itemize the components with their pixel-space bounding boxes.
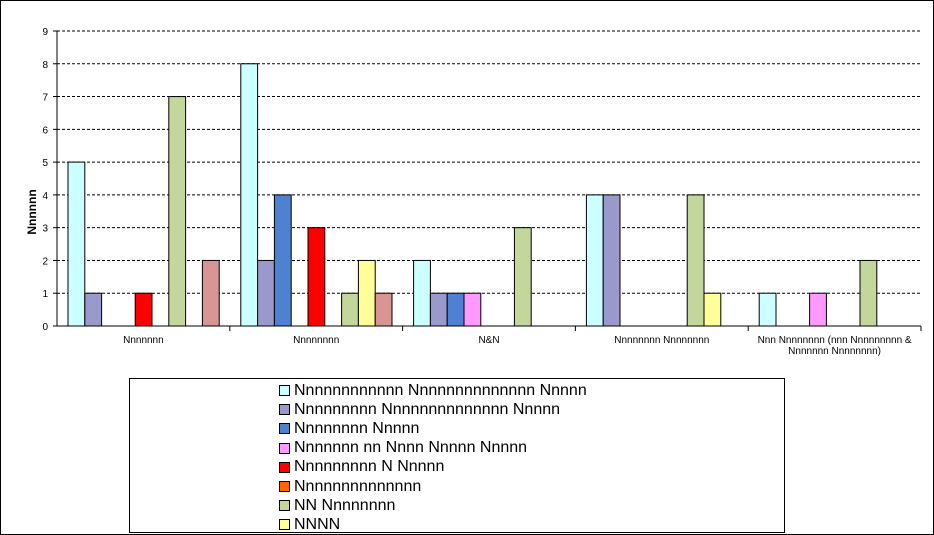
legend-label: Nnnnnnnnn N Nnnnn (294, 458, 445, 476)
legend-item: Nnnnnnn nn Nnnn Nnnnn Nnnnn (279, 439, 527, 458)
y-tick-label: 8 (42, 60, 48, 71)
bar (168, 96, 187, 327)
bar (585, 194, 604, 327)
legend-swatch (279, 423, 290, 435)
legend-label: Nnnnnnnn Nnnnn (294, 419, 420, 437)
bar (84, 292, 103, 327)
y-tick-label: 6 (42, 125, 48, 136)
bar (758, 292, 777, 327)
bar (240, 63, 259, 327)
bar (357, 259, 376, 327)
bar (859, 259, 878, 327)
bar (602, 194, 621, 327)
x-tick-label: N&N (478, 335, 499, 346)
legend-swatch (279, 442, 290, 454)
y-tick-label: 4 (42, 191, 48, 202)
legend-item: Nnnnnnnnnnnnnn (279, 477, 421, 496)
y-axis-label: Nnnnnn (25, 189, 39, 234)
axes (53, 30, 922, 331)
x-tick-label: Nnnnnnn (123, 335, 164, 346)
bar (686, 194, 705, 327)
legend-label: Nnnnnnnnn Nnnnnnnnnnnnnn Nnnnn (294, 400, 561, 418)
legend-item: Nnnnnnnnn N Nnnnn (279, 458, 444, 477)
y-tick-label: 3 (42, 224, 48, 235)
legend-item: NNNN (279, 515, 340, 534)
legend-label: Nnnnnnnnnnnn Nnnnnnnnnnnnnn Nnnnn (294, 381, 587, 399)
x-tick-label: Nnnnnnnn Nnnnnnnn (614, 335, 709, 346)
bar (273, 194, 292, 327)
bar (201, 259, 220, 327)
legend-swatch (279, 519, 290, 531)
x-tick-label: Nnnnnnnn (293, 335, 339, 346)
bar (341, 292, 359, 327)
legend: Nnnnnnnnnnnn Nnnnnnnnnnnnnn Nnnnn Nnnnnnn… (129, 378, 785, 533)
y-tick-label: 0 (42, 322, 48, 333)
y-tick-label: 1 (42, 289, 48, 300)
bar (703, 292, 722, 327)
legend-swatch (279, 481, 290, 492)
labels: 0 1 2 3 4 5 6 7 8 9 Nnnnnnn Nnnnnnnn N&N Nnnnnnnn Nnn… (42, 27, 911, 357)
legend-item: Nnnnnnnnnnnn Nnnnnnnnnnnnnn Nnnnn (279, 381, 587, 400)
bar (429, 292, 448, 327)
legend-swatch (279, 385, 290, 396)
bar (446, 292, 465, 327)
bar (134, 292, 153, 327)
bars (67, 63, 878, 327)
bar (257, 259, 275, 327)
legend-swatch (279, 404, 290, 416)
bar (307, 227, 326, 327)
legend-label: Nnnnnnn nn Nnnn Nnnnn Nnnnn (294, 439, 528, 457)
bar (809, 292, 827, 327)
bar (463, 292, 482, 327)
y-tick-label: 2 (42, 256, 48, 267)
y-tick-label: 5 (42, 158, 48, 169)
legend-swatch (279, 461, 290, 473)
y-tick-label: 9 (42, 27, 48, 38)
legend-swatch (279, 500, 290, 512)
legend-label: NNNN (294, 515, 341, 533)
legend-label: NN Nnnnnnnn (294, 496, 396, 514)
legend-item: Nnnnnnnn Nnnnn (279, 419, 419, 438)
gridlines (57, 30, 921, 294)
bar (374, 292, 393, 327)
legend-item: Nnnnnnnnn Nnnnnnnnnnnnnn Nnnnn (279, 400, 560, 419)
y-tick-label: 7 (42, 93, 48, 104)
legend-item: NN Nnnnnnnn (279, 496, 395, 515)
bar (67, 161, 86, 327)
bar (513, 227, 532, 327)
bar (413, 259, 431, 327)
x-tick-label: Nnn Nnnnnnnn (nnn Nnnnnnnnn & Nnnnnnn Nnn… (758, 335, 912, 357)
legend-label: Nnnnnnnnnnnnnn (294, 477, 422, 495)
